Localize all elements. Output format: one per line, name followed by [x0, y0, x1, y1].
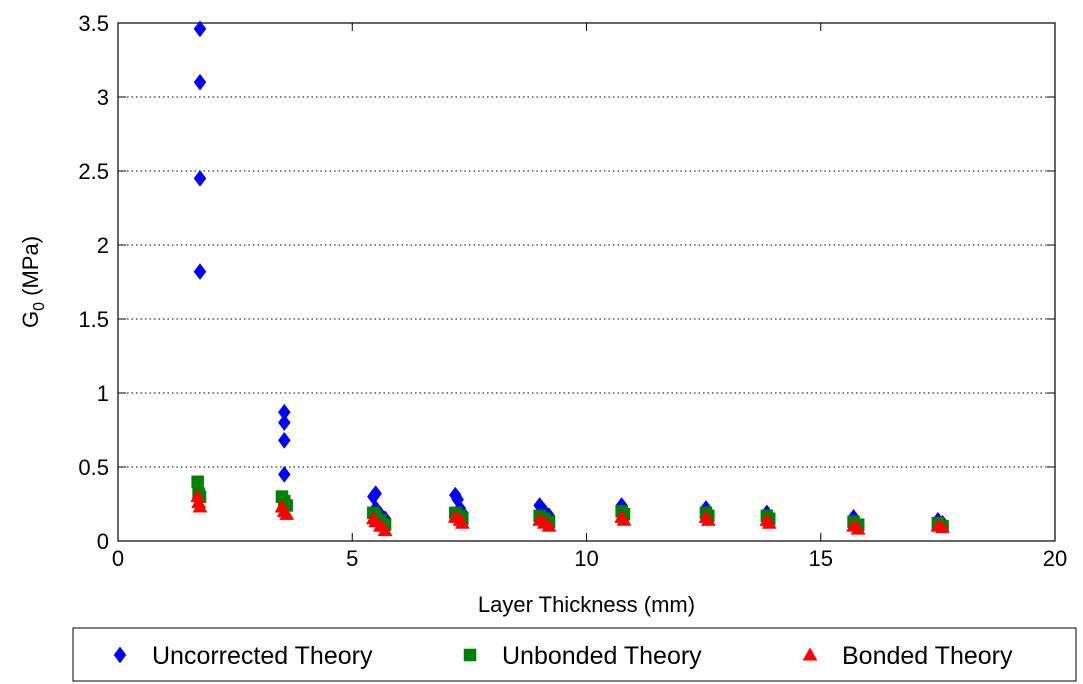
triangle-data-point	[850, 521, 866, 535]
y-axis-label-unit: (MPa)	[18, 236, 43, 302]
legend-label: Uncorrected Theory	[152, 642, 373, 670]
x-axis-label: Layer Thickness (mm)	[478, 592, 695, 617]
y-tick-label: 3	[97, 85, 109, 110]
diamond-data-point	[278, 465, 291, 483]
y-tick-label: 1	[97, 381, 109, 406]
diamond-data-point	[278, 431, 291, 449]
triangle-data-point	[700, 512, 716, 526]
triangle-data-point	[454, 515, 470, 529]
gridlines	[118, 96, 1055, 468]
triangle-data-point	[541, 518, 557, 532]
legend-triangle-marker	[802, 647, 818, 661]
legend-items: Uncorrected Theory Unbonded Theory Bonded …	[113, 642, 1013, 670]
legend: Uncorrected Theory Unbonded Theory Bonded …	[72, 627, 1077, 682]
series-square	[191, 475, 949, 533]
diamond-data-point	[193, 73, 207, 91]
diamond-data-point	[193, 263, 207, 281]
series-triangle	[190, 489, 950, 537]
y-tick-label: 0.5	[78, 455, 109, 480]
y-tick-label: 0	[97, 529, 109, 554]
x-tick-label: 0	[112, 546, 124, 571]
square-data-point	[191, 475, 204, 489]
y-tick-label: 3.5	[78, 11, 109, 36]
x-tick-label: 15	[809, 546, 833, 571]
diamond-data-point	[193, 169, 207, 187]
legend-square-marker	[463, 648, 477, 662]
legend-diamond-marker	[113, 646, 127, 664]
legend-label: Bonded Theory	[842, 642, 1013, 670]
legend-label: Unbonded Theory	[502, 642, 702, 670]
x-tick-label: 5	[346, 546, 358, 571]
y-axis-label-main: G	[18, 311, 43, 328]
diamond-data-point	[193, 20, 207, 38]
y-tick-label: 1.5	[78, 307, 109, 332]
x-tick-label: 10	[574, 546, 598, 571]
data-markers	[190, 20, 950, 537]
triangle-data-point	[377, 523, 393, 537]
triangle-data-point	[279, 506, 295, 520]
y-axis-label-subscript: 0	[31, 302, 48, 311]
x-tick-label: 20	[1043, 546, 1067, 571]
plot-area-frame	[117, 22, 1056, 542]
axis-ticks: 0 0.5 1 1.5 2 2.5 3 3.5 0 5 10 15 20	[78, 11, 1067, 571]
triangle-data-point	[761, 515, 777, 529]
y-tick-label: 2.5	[78, 159, 109, 184]
triangle-data-point	[935, 520, 950, 534]
triangle-data-point	[616, 512, 632, 526]
y-tick-label: 2	[97, 233, 109, 258]
y-axis-label: G0 (MPa)	[18, 236, 48, 328]
legend-box	[72, 627, 1077, 682]
diamond-data-point	[278, 414, 291, 432]
triangle-data-point	[192, 499, 208, 513]
